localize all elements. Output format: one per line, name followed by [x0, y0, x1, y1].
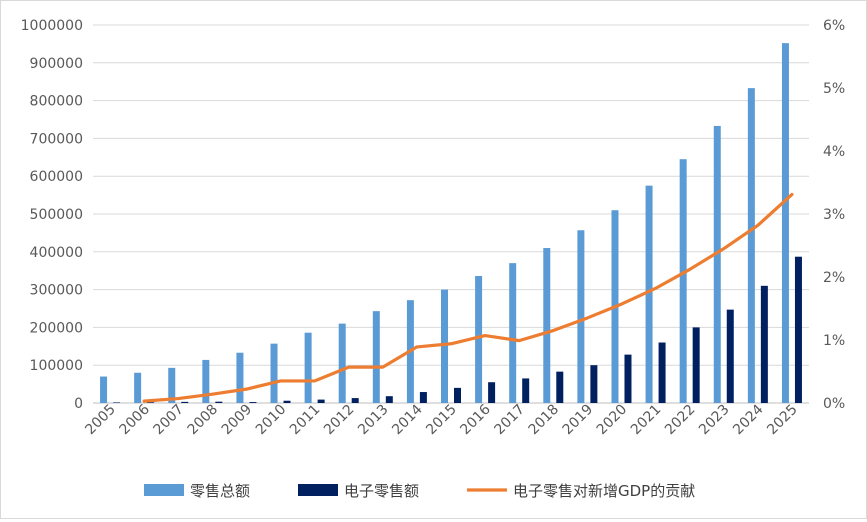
bar-retail-total [304, 332, 312, 403]
bar-retail-total [372, 311, 380, 403]
y-right-tick-label: 0% [823, 396, 845, 412]
bar-retail-total [747, 88, 755, 403]
bar-retail-total [441, 289, 448, 403]
x-tick-label: 2019 [560, 402, 597, 439]
x-tick-label: 2018 [526, 402, 563, 439]
y-left-tick-label: 900000 [30, 56, 83, 72]
line-series [142, 192, 794, 403]
y-right-tick-label: 3% [823, 207, 845, 223]
bar-e-retail [454, 387, 461, 403]
x-tick-label: 2024 [730, 401, 767, 438]
y-left-tick-label: 700000 [30, 131, 83, 147]
x-tick-label: 2016 [457, 401, 494, 438]
legend-swatch [298, 484, 338, 496]
x-tick-label: 2020 [594, 402, 631, 439]
bar-retail-total [679, 159, 687, 403]
x-tick-label: 2014 [389, 401, 426, 438]
legend-label: 电子零售额 [344, 482, 419, 500]
y-right-tick-label: 4% [823, 144, 845, 160]
x-axis-ticks: 2005200620072008200920102011201220132014… [82, 401, 800, 438]
x-tick-label: 2013 [355, 402, 392, 439]
bar-e-retail [283, 400, 291, 403]
bar-e-retail [351, 398, 359, 403]
bar-e-retail [590, 365, 598, 403]
y-right-tick-label: 1% [823, 333, 845, 349]
x-tick-label: 2025 [764, 402, 801, 439]
bar-retail-total [509, 263, 517, 403]
x-tick-label: 2010 [253, 402, 290, 439]
bar-e-retail [760, 285, 768, 403]
bar-e-retail [385, 396, 393, 403]
legend-label: 电子零售对新增GDP的贡献 [513, 482, 695, 500]
bar-e-retail [488, 382, 496, 403]
bar-e-retail [181, 401, 189, 403]
x-tick-label: 2023 [696, 402, 733, 439]
bar-retail-total [577, 230, 585, 403]
bar-retail-total [134, 372, 142, 403]
bar-e-retail [215, 401, 223, 403]
y-left-tick-label: 1000000 [21, 18, 83, 34]
legend: 零售总额 电子零售额 电子零售对新增GDP的贡献 [144, 482, 695, 500]
y-right-tick-label: 2% [823, 270, 845, 286]
x-tick-label: 2007 [151, 402, 188, 439]
y-left-tick-label: 300000 [30, 283, 83, 299]
y-left-tick-label: 500000 [30, 207, 83, 223]
bar-retail-total [543, 248, 551, 403]
bar-retail-total [236, 352, 244, 403]
bar-retail-total [475, 275, 483, 403]
bar-e-retail [556, 371, 564, 403]
bar-retail-total [338, 323, 346, 403]
bar-e-retail [624, 354, 632, 403]
bar-e-retail [249, 402, 257, 403]
bar-e-retail [726, 309, 734, 403]
bar-e-retail [692, 327, 700, 403]
x-tick-label: 2017 [492, 402, 529, 439]
legend-swatch [144, 484, 184, 496]
bar-retail-total [202, 359, 210, 403]
bar-e-retail [419, 392, 427, 403]
y-left-tick-label: 800000 [30, 94, 83, 110]
legend-label: 零售总额 [190, 482, 250, 500]
gridlines [93, 24, 809, 404]
bar-retail-total [168, 367, 176, 403]
x-tick-label: 2005 [82, 402, 119, 439]
y-right-tick-label: 5% [823, 81, 845, 97]
bar-retail-total [645, 185, 653, 403]
x-tick-label: 2015 [423, 402, 460, 439]
y-left-tick-label: 0 [74, 396, 83, 412]
bar-retail-total [270, 343, 278, 403]
bar-retail-total [713, 125, 721, 404]
x-tick-label: 2021 [628, 402, 665, 439]
y-left-tick-label: 100000 [30, 358, 83, 374]
x-tick-label: 2011 [287, 402, 324, 439]
bar-e-retail [317, 399, 325, 403]
x-tick-label: 2012 [321, 402, 358, 439]
x-tick-label: 2009 [219, 402, 256, 439]
bar-e-retail [658, 342, 666, 403]
y-left-tick-label: 200000 [30, 320, 83, 336]
x-tick-label: 2022 [662, 402, 699, 439]
bar-e-retail [113, 402, 121, 403]
line-gdp-contribution [142, 192, 794, 403]
bar-retail-total [100, 376, 108, 403]
y-left-tick-label: 400000 [30, 245, 83, 261]
y-left-tick-label: 600000 [30, 169, 83, 185]
x-tick-label: 2006 [116, 401, 153, 438]
y-axis-left-ticks: 0 100000 200000 300000 400000 500000 600000 700… [21, 18, 83, 412]
bar-series [100, 43, 802, 404]
x-tick-label: 2008 [185, 402, 222, 439]
bar-e-retail [522, 378, 530, 403]
bar-e-retail [147, 402, 155, 403]
bar-e-retail [794, 256, 802, 403]
y-right-tick-label: 6% [823, 18, 845, 34]
bar-retail-total [781, 43, 789, 403]
y-axis-right-ticks: 0% 1% 2% 3% 4% 5% 6% [823, 18, 845, 412]
